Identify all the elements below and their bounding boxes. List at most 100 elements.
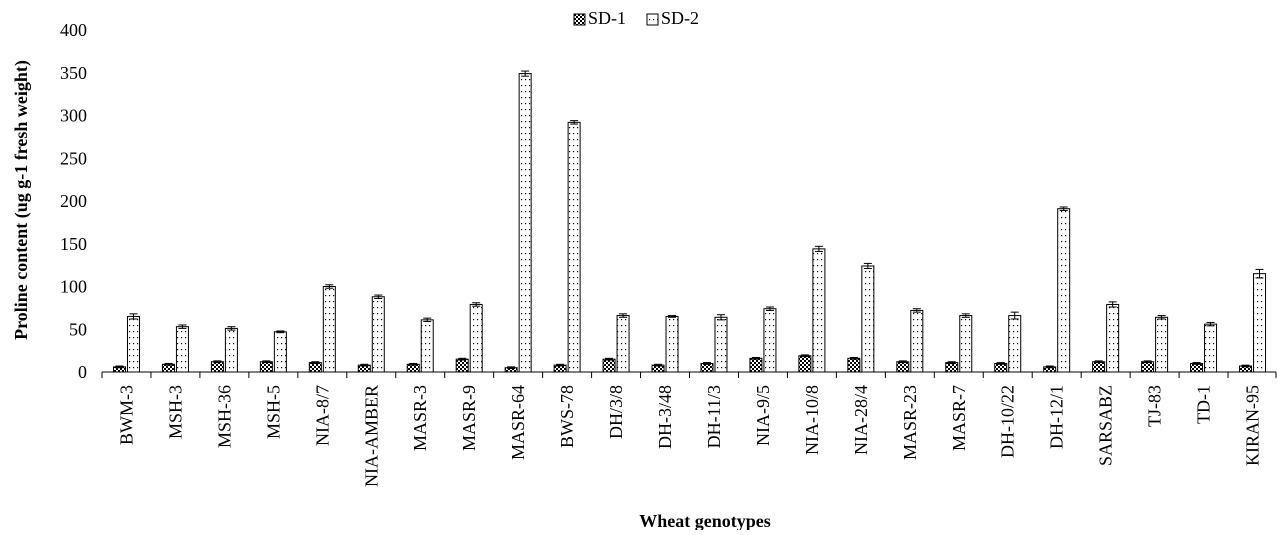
y-tick-label: 200 [60,191,87,211]
error-bar [262,360,271,364]
x-tick-label: TJ-83 [1145,385,1165,427]
bar-sd-2 [616,315,630,373]
bar-group [1043,206,1071,373]
error-bar [409,362,418,366]
error-bar [849,356,858,360]
error-bar [213,360,222,364]
error-bar [947,361,956,364]
error-bar [227,326,236,331]
error-bar [164,362,173,366]
bar-sd-2 [1253,273,1267,373]
legend-item-sd2: SD-2 [646,8,699,28]
error-bar [1143,360,1152,364]
bar-sd-2 [518,73,532,373]
bar-sd-2 [371,296,385,373]
bar-group [847,262,875,373]
bar-group [210,326,238,373]
x-tick-label: MSH-5 [263,385,283,439]
bar-sd-1 [945,362,959,373]
bar-sd-2 [812,248,826,373]
bar-group [357,294,385,373]
legend-label-sd1: SD-1 [588,8,626,28]
bar-sd-2 [273,331,287,373]
error-bar [374,294,383,299]
bar-sd-1 [749,357,763,373]
error-bar [912,308,921,313]
error-bar [716,314,725,321]
bar-group [1190,321,1218,373]
bar-sd-2 [1106,303,1120,373]
bar-sd-1 [798,355,812,373]
legend-item-sd1: SD-1 [573,8,626,28]
x-tick-label: TD-1 [1194,385,1214,424]
bar-group [1141,315,1169,373]
error-bar [996,362,1005,365]
bar-group [749,306,777,373]
error-bar [360,363,369,367]
error-bar [570,120,579,125]
bar-group [1092,301,1120,373]
bar-group [504,70,532,373]
bar-sd-1 [210,361,224,373]
error-bar [178,324,187,329]
y-tick-label: 250 [60,148,87,168]
error-bar [325,284,334,289]
error-bar [311,361,320,364]
bar-sd-1 [1092,361,1106,373]
x-tick-label: DH-3/48 [655,385,675,449]
error-bar [765,306,774,311]
error-bar [1192,362,1201,365]
bar-sd-2 [1204,323,1218,373]
error-bar [1206,321,1215,327]
bar-sd-2 [1008,315,1022,373]
y-tick-label: 400 [60,20,87,40]
bar-sd-2 [175,326,189,373]
error-bar [702,362,711,365]
legend: SD-1 SD-2 [573,8,699,28]
x-tick-label: MASR-3 [410,385,430,451]
error-bar [1045,365,1054,369]
x-tick-label: DH/3/8 [606,385,626,439]
x-tick-label: NIA-AMBER [361,385,381,487]
y-tick-label: 50 [69,319,87,339]
error-bar [800,354,809,358]
y-tick-label: 100 [60,277,87,297]
x-tick-label: NIA-9/5 [753,385,773,446]
bar-sd-2 [126,315,140,373]
x-tick-label: KIRAN-95 [1243,385,1263,466]
y-axis-ticks: 0 50 100 150 200 250 300 350 400 [60,20,87,382]
error-bar [423,317,432,323]
x-tick-label: DH-12/1 [1047,385,1067,449]
x-tick-label: NIA-8/7 [312,385,332,446]
error-bar [1010,311,1019,320]
y-tick-label: 300 [60,106,87,126]
bar-group [553,120,581,373]
error-bar [1108,301,1117,308]
error-bar [129,313,138,320]
error-bar [668,315,677,318]
bar-group [112,313,140,373]
error-bar [605,357,614,361]
y-axis-title: Proline content (ug g-1 fresh weight) [11,60,32,340]
bar-sd-2 [1155,316,1169,373]
error-bar [276,330,285,334]
bar-sd-2 [469,303,483,373]
bar-sd-2 [959,315,973,373]
bar-sd-2 [567,121,581,373]
error-bar [458,357,467,361]
error-bar [1059,206,1068,211]
x-tick-label: NIA-10/8 [802,385,822,455]
bar-group [455,302,483,373]
error-bar [863,262,872,270]
bar-group [1239,268,1267,373]
error-bar [1157,315,1166,320]
bar-group [259,330,287,373]
x-tick-label: DH-11/3 [704,385,724,448]
bar-sd-2 [763,308,777,373]
y-tick-label: 350 [60,63,87,83]
bar-sd-1 [847,357,861,373]
legend-swatch-sd1 [573,13,586,26]
legend-swatch-sd2 [646,13,659,26]
